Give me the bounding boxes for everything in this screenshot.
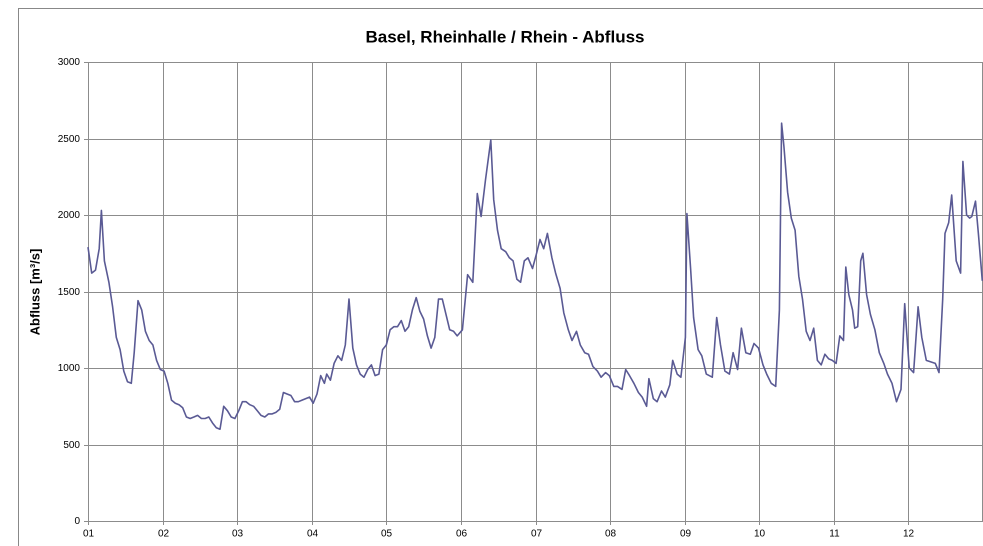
x-tick-label: 11 [829,529,840,540]
data-line [87,122,983,430]
y-tick-label: 500 [63,440,80,451]
x-tick-label: 05 [381,529,393,540]
y-tick-label: 1500 [58,287,81,298]
x-tick-label: 06 [456,529,468,540]
chart-title: Basel, Rheinhalle / Rhein - Abfluss [366,27,645,46]
x-tick-label: 07 [531,529,543,540]
y-tick-label: 3000 [58,57,81,68]
x-tick-label: 10 [754,529,766,540]
x-tick-label: 02 [158,529,170,540]
y-tick-label: 2500 [58,134,81,145]
x-tick-label: 04 [307,529,319,540]
y-tick-label: 1000 [58,363,81,374]
chart-border [18,8,983,546]
y-axis-label: Abfluss [m³/s] [27,249,42,336]
y-tick-label: 0 [74,516,80,527]
x-tick-label: 08 [605,529,617,540]
y-tick-label: 2000 [58,210,81,221]
x-tick-label: 12 [903,529,915,540]
x-tick-label: 01 [83,529,95,540]
x-tick-label: 09 [680,529,692,540]
x-tick-label: 03 [232,529,244,540]
